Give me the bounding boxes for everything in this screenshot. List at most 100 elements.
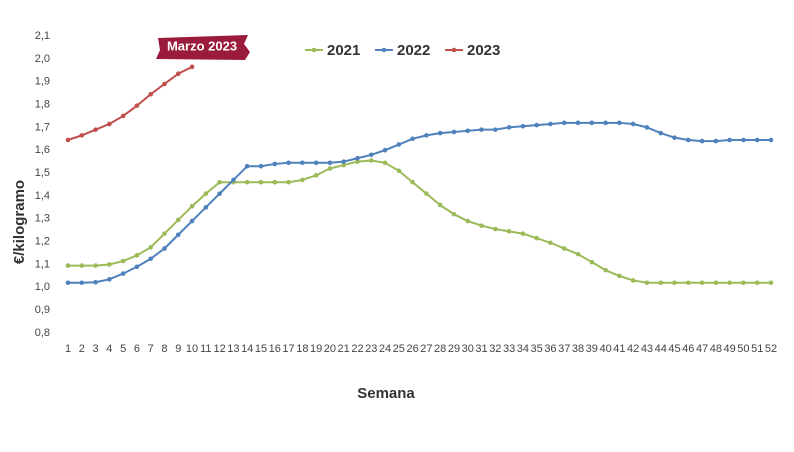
x-tick-label: 48 xyxy=(710,343,722,355)
series-line xyxy=(67,65,193,141)
x-tick-label: 19 xyxy=(310,343,322,355)
point xyxy=(754,280,760,286)
x-tick-label: 47 xyxy=(696,343,708,355)
point xyxy=(300,177,305,183)
point xyxy=(520,231,526,236)
x-tick-label: 15 xyxy=(255,343,267,355)
point xyxy=(479,223,484,228)
point xyxy=(175,232,181,238)
x-tick-label: 21 xyxy=(338,343,350,355)
series-line xyxy=(68,121,771,284)
x-tick-label: 16 xyxy=(269,343,281,355)
point xyxy=(258,163,264,169)
point xyxy=(630,121,636,127)
point xyxy=(644,280,650,286)
point xyxy=(368,152,374,158)
x-tick-label: 4 xyxy=(106,343,112,355)
annotation-badge xyxy=(156,35,250,60)
x-tick-label: 24 xyxy=(379,343,391,355)
point xyxy=(506,125,512,130)
point xyxy=(272,161,278,167)
point xyxy=(231,177,236,183)
point xyxy=(313,173,319,178)
y-tick-label: 1,3 xyxy=(35,213,50,225)
y-axis-label: €/kilogramo xyxy=(11,180,28,264)
x-tick-label: 26 xyxy=(406,343,418,355)
x-tick-label: 42 xyxy=(627,343,639,355)
x-tick-label: 36 xyxy=(544,343,556,355)
point xyxy=(741,137,746,143)
x-tick-label: 6 xyxy=(134,343,140,355)
point xyxy=(189,218,195,224)
point xyxy=(258,179,264,185)
point xyxy=(162,231,167,236)
y-tick-label: 1,8 xyxy=(35,98,50,110)
point xyxy=(451,211,457,217)
x-tick-label: 38 xyxy=(572,343,584,355)
point xyxy=(548,240,553,246)
y-tick-label: 1,7 xyxy=(35,121,50,133)
point xyxy=(107,277,112,282)
point xyxy=(713,280,719,286)
point xyxy=(493,127,498,132)
point xyxy=(286,160,291,166)
point xyxy=(754,137,760,143)
point xyxy=(561,246,567,251)
point xyxy=(148,256,154,262)
point xyxy=(65,280,71,286)
y-tick-label: 1,6 xyxy=(35,144,50,156)
point xyxy=(437,130,443,136)
point xyxy=(672,135,677,140)
x-tick-label: 35 xyxy=(531,343,543,355)
point xyxy=(382,147,388,153)
point xyxy=(617,120,622,126)
point xyxy=(561,120,567,126)
x-tick-label: 49 xyxy=(724,343,736,355)
x-tick-label: 7 xyxy=(148,343,154,355)
point xyxy=(465,218,471,224)
point xyxy=(79,133,85,138)
point xyxy=(465,128,471,134)
point xyxy=(341,162,346,168)
x-tick-label: 33 xyxy=(503,343,515,355)
point xyxy=(313,160,319,166)
point xyxy=(506,229,512,234)
y-tick-label: 0,8 xyxy=(35,327,50,339)
point xyxy=(79,263,85,268)
point xyxy=(65,137,71,143)
x-tick-label: 14 xyxy=(241,343,253,355)
point xyxy=(217,191,222,196)
y-tick-label: 0,9 xyxy=(35,304,50,316)
point xyxy=(244,163,250,169)
point xyxy=(203,205,209,210)
x-tick-label: 46 xyxy=(682,343,694,355)
x-tick-label: 13 xyxy=(227,343,239,355)
point xyxy=(162,81,167,87)
point xyxy=(120,258,126,264)
x-tick-label: 31 xyxy=(475,343,487,355)
x-tick-label: 51 xyxy=(751,343,763,355)
point xyxy=(327,166,333,171)
legend-label: 2023 xyxy=(467,42,500,59)
x-tick-label: 50 xyxy=(737,343,749,355)
point xyxy=(617,273,622,279)
legend-marker xyxy=(381,47,387,53)
point xyxy=(685,137,691,143)
point xyxy=(548,121,553,127)
y-tick-label: 1,2 xyxy=(35,236,50,248)
point xyxy=(79,280,85,286)
point xyxy=(575,120,581,126)
point xyxy=(272,179,278,185)
point xyxy=(175,217,181,223)
y-tick-label: 2,0 xyxy=(35,53,50,65)
point xyxy=(300,160,305,166)
point xyxy=(589,259,595,265)
x-tick-label: 28 xyxy=(434,343,446,355)
point xyxy=(534,235,539,241)
x-tick-label: 10 xyxy=(186,343,198,355)
point xyxy=(437,202,443,208)
x-tick-label: 25 xyxy=(393,343,405,355)
x-tick-label: 2 xyxy=(79,343,85,355)
point xyxy=(493,226,498,232)
point xyxy=(134,253,140,258)
